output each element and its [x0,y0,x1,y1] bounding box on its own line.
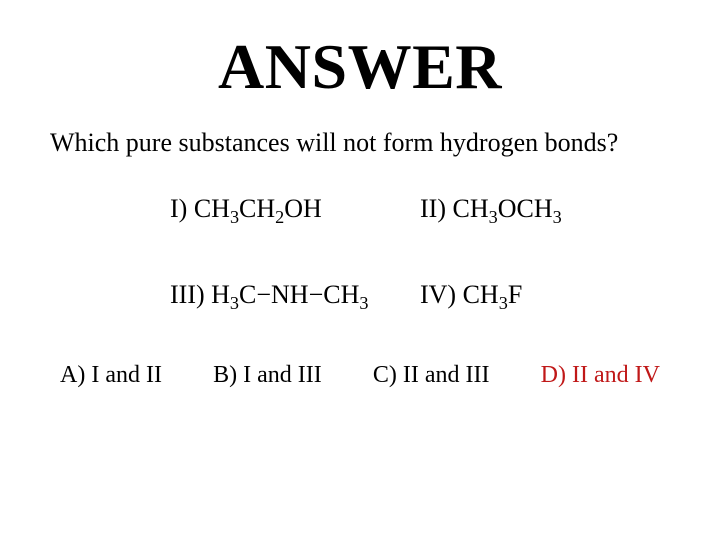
answer-B: B) I and III [213,362,322,389]
option-I: I) CH3CH2OH [170,194,390,224]
option-I-formula: CH3CH2OH [194,194,322,223]
option-III: III) H3C−NH−CH3 [170,280,390,310]
answer-A: A) I and II [60,362,162,389]
option-II-formula: CH3OCH3 [452,194,561,223]
answer-D: D) II and IV [541,362,660,389]
option-II: II) CH3OCH3 [420,194,640,224]
options-grid: I) CH3CH2OH II) CH3OCH3 III) H3C−NH−CH3 … [170,194,640,310]
option-IV: IV) CH3F [420,280,640,310]
option-III-label: III) [170,280,205,309]
option-III-formula: H3C−NH−CH3 [211,280,368,309]
option-IV-formula: CH3F [463,280,523,309]
slide-title: ANSWER [50,30,670,104]
option-II-label: II) [420,194,446,223]
slide-container: ANSWER Which pure substances will not fo… [0,0,720,540]
option-I-label: I) [170,194,187,223]
question-text: Which pure substances will not form hydr… [50,128,670,158]
answer-C: C) II and III [373,362,490,389]
option-IV-label: IV) [420,280,456,309]
answer-choices: A) I and II B) I and III C) II and III D… [60,362,660,389]
